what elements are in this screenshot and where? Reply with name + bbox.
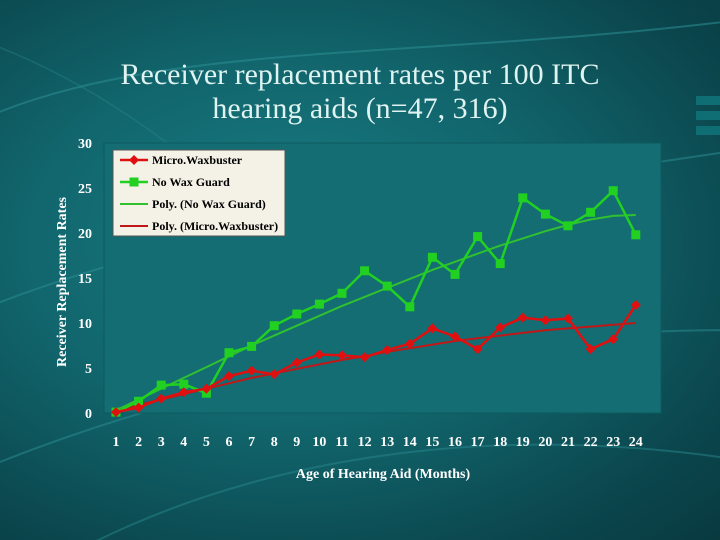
x-tick-label: 22 bbox=[584, 435, 598, 450]
x-tick-label: 3 bbox=[158, 435, 165, 450]
data-point-diamond bbox=[111, 407, 121, 418]
data-point-square bbox=[224, 348, 234, 358]
data-point-square bbox=[405, 302, 415, 312]
slide-title: Receiver replacement rates per 100 ITC h… bbox=[60, 58, 660, 126]
legend-label: Poly. (No Wax Guard) bbox=[152, 197, 266, 211]
data-point-diamond bbox=[382, 345, 393, 355]
data-point-diamond bbox=[450, 331, 460, 342]
data-point-square bbox=[518, 193, 528, 203]
data-point-diamond bbox=[472, 344, 483, 355]
y-tick-label: 5 bbox=[85, 362, 92, 377]
data-point-diamond bbox=[540, 315, 551, 326]
data-point-diamond bbox=[269, 369, 280, 380]
data-point-square bbox=[563, 221, 573, 231]
data-point-diamond bbox=[291, 357, 302, 368]
x-tick-label: 10 bbox=[312, 435, 326, 450]
data-point-square bbox=[134, 396, 144, 406]
y-axis-title: Receiver Replacement Rates bbox=[55, 196, 70, 367]
x-tick-label: 24 bbox=[629, 435, 643, 450]
data-point-square bbox=[608, 186, 618, 196]
data-point-square bbox=[314, 299, 324, 309]
data-point-diamond bbox=[337, 350, 347, 361]
data-point-diamond bbox=[224, 371, 234, 382]
data-point-diamond bbox=[129, 155, 139, 165]
legend-box bbox=[112, 149, 286, 237]
data-point-diamond bbox=[201, 383, 212, 394]
title-line-2: hearing aids (n=47, 316) bbox=[212, 92, 508, 125]
data-point-diamond bbox=[585, 344, 596, 355]
data-point-diamond bbox=[608, 334, 619, 345]
y-tick-label: 10 bbox=[78, 317, 92, 332]
data-point-diamond bbox=[404, 338, 415, 349]
data-point-square bbox=[247, 341, 257, 351]
legend-label: No Wax Guard bbox=[152, 175, 230, 189]
data-point-diamond bbox=[630, 300, 641, 310]
y-tick-label: 30 bbox=[78, 137, 92, 152]
data-point-square bbox=[129, 177, 139, 187]
data-point-diamond bbox=[246, 365, 257, 376]
legend: Micro.Waxbuster No Wax Guard Poly. (No Wax… bbox=[112, 149, 286, 237]
data-point-square bbox=[540, 209, 550, 219]
x-tick-label: 12 bbox=[358, 435, 372, 450]
x-tick-label: 14 bbox=[403, 435, 417, 450]
series-0 bbox=[111, 300, 641, 418]
x-tick-label: 20 bbox=[538, 435, 552, 450]
x-tick-label: 15 bbox=[425, 435, 439, 450]
x-tick-label: 6 bbox=[226, 435, 233, 450]
data-point-square bbox=[269, 321, 279, 331]
x-tick-label: 9 bbox=[293, 435, 300, 450]
y-tick-label: 25 bbox=[78, 182, 92, 197]
data-point-square bbox=[450, 269, 460, 279]
data-point-square bbox=[473, 232, 483, 242]
y-axis-ticks: 0 5 10 15 20 25 30 bbox=[78, 137, 92, 422]
data-point-diamond bbox=[178, 387, 189, 398]
data-point-diamond bbox=[314, 349, 325, 360]
data-point-diamond bbox=[156, 393, 167, 404]
series-1 bbox=[111, 186, 641, 417]
data-point-square bbox=[179, 379, 189, 389]
data-point-square bbox=[495, 259, 505, 269]
x-tick-label: 7 bbox=[248, 435, 255, 450]
x-tick-label: 18 bbox=[493, 435, 507, 450]
title-line-1: Receiver replacement rates per 100 ITC bbox=[120, 58, 600, 91]
data-point-square bbox=[337, 288, 347, 298]
x-axis-ticks: 1 2 3 4 5 6 7 8 9 10 11 12 13 14 15 16 17 18 19 20 21 22 23 24 bbox=[113, 435, 643, 450]
legend-label: Poly. (Micro.Waxbuster) bbox=[152, 219, 278, 233]
data-point-diamond bbox=[563, 313, 573, 324]
data-point-square bbox=[631, 230, 641, 240]
data-point-diamond bbox=[427, 323, 438, 334]
x-tick-label: 13 bbox=[380, 435, 394, 450]
data-point-diamond bbox=[133, 402, 144, 413]
data-point-diamond bbox=[517, 312, 528, 323]
x-tick-label: 1 bbox=[113, 435, 120, 450]
legend-label: Micro.Waxbuster bbox=[152, 153, 243, 167]
series-layer bbox=[111, 186, 641, 418]
x-tick-label: 5 bbox=[203, 435, 210, 450]
x-tick-label: 16 bbox=[448, 435, 462, 450]
x-tick-label: 4 bbox=[180, 435, 187, 450]
data-point-square bbox=[292, 309, 302, 319]
decorative-bars bbox=[696, 96, 720, 141]
y-tick-label: 0 bbox=[85, 407, 92, 422]
data-point-diamond bbox=[359, 352, 370, 363]
y-tick-label: 20 bbox=[78, 227, 92, 242]
x-axis-title: Age of Hearing Aid (Months) bbox=[296, 467, 471, 482]
data-point-diamond bbox=[495, 322, 506, 333]
series-2 bbox=[115, 214, 636, 412]
data-point-square bbox=[382, 281, 392, 291]
data-point-square bbox=[360, 266, 370, 276]
x-tick-label: 21 bbox=[561, 435, 575, 450]
trendline bbox=[115, 214, 636, 412]
x-tick-label: 17 bbox=[471, 435, 485, 450]
y-tick-label: 15 bbox=[78, 272, 92, 287]
x-tick-label: 2 bbox=[135, 435, 142, 450]
data-point-square bbox=[156, 380, 166, 390]
x-tick-label: 19 bbox=[516, 435, 530, 450]
x-tick-label: 8 bbox=[271, 435, 278, 450]
x-tick-label: 23 bbox=[606, 435, 620, 450]
data-point-square bbox=[427, 252, 437, 262]
data-point-square bbox=[586, 207, 596, 217]
x-tick-label: 11 bbox=[335, 435, 348, 450]
